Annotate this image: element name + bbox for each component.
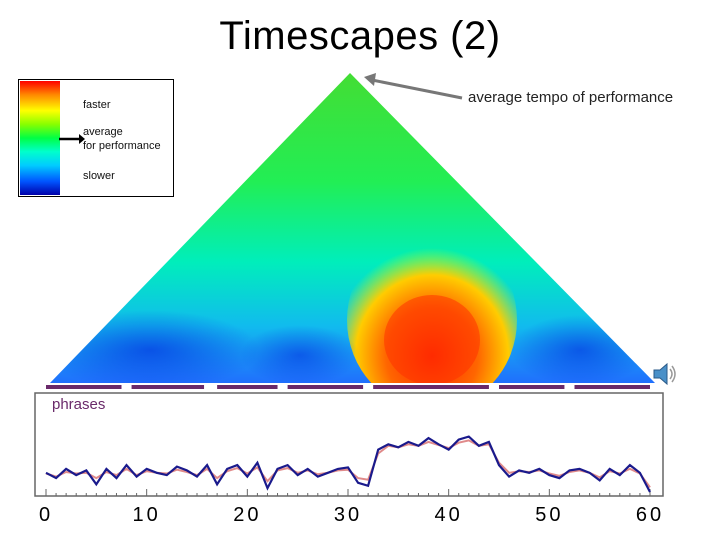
phrase-bar-3 <box>217 385 278 389</box>
x-tick-label-50: 50 <box>535 504 563 526</box>
heatmap-hot-core <box>384 295 480 383</box>
series-line-performance <box>45 435 651 493</box>
legend-label-slower: slower <box>83 170 115 182</box>
speaker-icon[interactable] <box>652 362 678 386</box>
x-axis <box>45 489 651 496</box>
phrase-bar-6 <box>499 385 565 389</box>
phrase-bars <box>46 385 650 389</box>
legend-color-scale <box>20 81 60 195</box>
color-legend: faster average for performance slower <box>18 79 174 197</box>
annotation-average-tempo: average tempo of performance <box>468 89 674 106</box>
legend-label-faster: faster <box>83 99 111 111</box>
phrase-bar-1 <box>46 385 122 389</box>
plot-frame <box>34 392 664 497</box>
phrase-bar-2 <box>131 385 205 389</box>
phrases-label: phrases <box>52 396 106 413</box>
heatmap-slow-mid <box>240 325 360 383</box>
phrase-bar-7 <box>574 385 650 389</box>
x-tick-label-60: 60 <box>636 504 664 526</box>
x-tick-label-10: 10 <box>133 504 161 526</box>
x-tick-labels: 0 10 20 30 40 50 60 <box>39 504 664 526</box>
page-title: Timescapes (2) <box>219 14 501 58</box>
x-tick-label-40: 40 <box>435 504 463 526</box>
phrase-bar-5 <box>373 385 489 389</box>
x-tick-label-30: 30 <box>334 504 362 526</box>
legend-label-average: average for performance <box>83 126 161 152</box>
phrase-bar-4 <box>287 385 364 389</box>
x-tick-label-0: 0 <box>39 504 53 526</box>
series-line-average-tempo <box>45 439 651 488</box>
legend-pointer-arrow-icon <box>59 134 85 144</box>
x-tick-label-20: 20 <box>233 504 261 526</box>
